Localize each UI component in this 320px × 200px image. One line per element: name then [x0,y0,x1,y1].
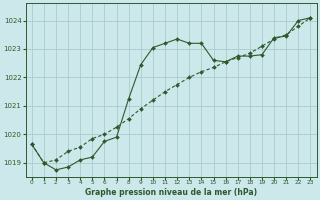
X-axis label: Graphe pression niveau de la mer (hPa): Graphe pression niveau de la mer (hPa) [85,188,257,197]
